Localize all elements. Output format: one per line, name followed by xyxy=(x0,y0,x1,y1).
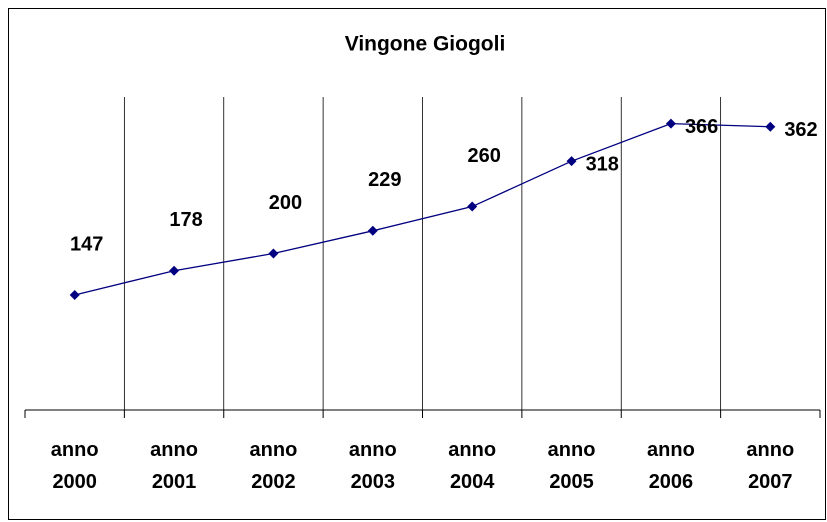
x-tick-label: anno 2003 xyxy=(348,439,397,493)
x-tick-label: anno 2004 xyxy=(448,439,497,493)
data-point xyxy=(367,225,378,236)
chart-border xyxy=(8,8,826,520)
x-tick-label: anno 2007 xyxy=(746,439,795,493)
x-tick-label: anno 2000 xyxy=(50,439,99,493)
data-label: 366 xyxy=(685,116,718,138)
data-label: 229 xyxy=(368,169,401,191)
data-label: 260 xyxy=(468,145,501,167)
data-point xyxy=(467,201,478,212)
x-tick-label: anno 2005 xyxy=(547,439,596,493)
data-point xyxy=(268,248,279,259)
x-tick-label: anno 2002 xyxy=(249,439,298,493)
x-tick-label: anno 2001 xyxy=(150,439,198,493)
series-line xyxy=(74,122,771,296)
data-label: 200 xyxy=(269,192,302,214)
data-point xyxy=(665,118,676,129)
data-point xyxy=(69,289,80,300)
chart-title: Vingone Giogoli xyxy=(345,33,506,56)
data-point xyxy=(765,121,776,132)
data-label: 178 xyxy=(169,209,202,231)
data-label: 362 xyxy=(784,119,817,141)
data-label: 147 xyxy=(70,233,103,255)
data-point xyxy=(169,265,180,276)
data-label: 318 xyxy=(586,153,619,175)
x-tick-label: anno 2006 xyxy=(647,439,695,493)
data-point xyxy=(566,156,577,167)
